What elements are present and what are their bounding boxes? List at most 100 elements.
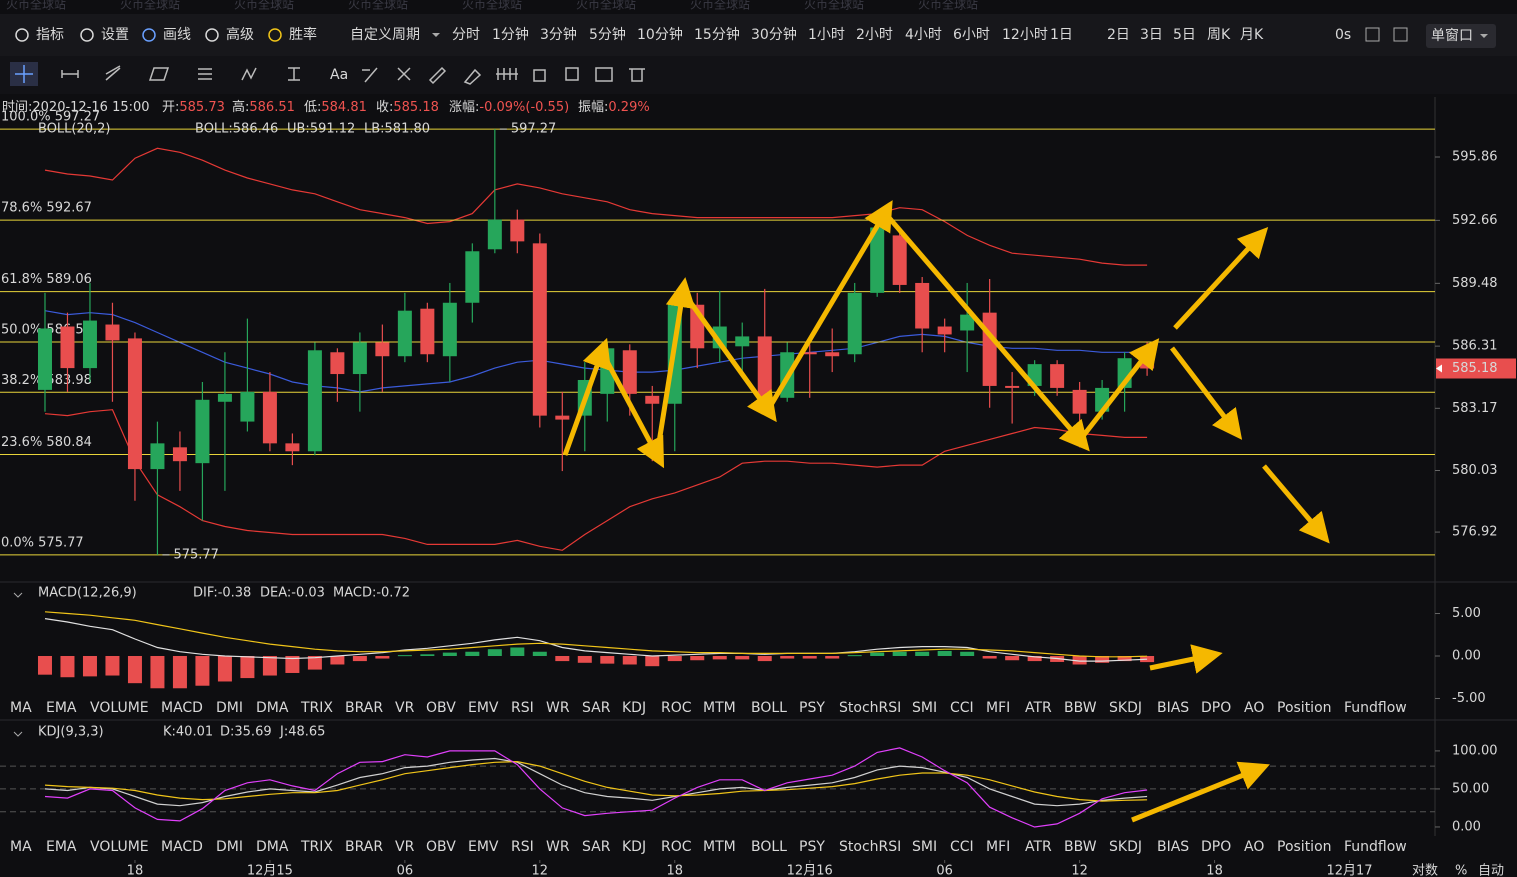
indicator-tab[interactable]: EMA	[46, 700, 77, 716]
period-button[interactable]: 月K	[1240, 27, 1264, 43]
indicator-tab[interactable]: EMV	[468, 700, 499, 716]
indicator-tab[interactable]: Fundflow	[1344, 700, 1407, 716]
toolbar-button[interactable]: 设置	[101, 27, 129, 43]
period-button[interactable]: 周K	[1207, 27, 1231, 43]
period-button[interactable]: 1日	[1050, 27, 1073, 43]
indicator-tab[interactable]: WR	[546, 839, 570, 855]
indicator-tab[interactable]: AO	[1244, 700, 1264, 716]
window-label[interactable]: 单窗口	[1431, 27, 1473, 44]
indicator-tab[interactable]: VR	[395, 839, 415, 855]
y-tick-label: 586.31	[1452, 339, 1498, 354]
indicator-tab[interactable]: MACD	[161, 700, 203, 716]
period-button[interactable]: 3分钟	[540, 26, 577, 43]
indicator-tab[interactable]: Position	[1277, 700, 1332, 716]
indicator-tab[interactable]: RSI	[511, 839, 534, 855]
indicator-tab[interactable]: DMI	[216, 839, 243, 855]
indicator-tab[interactable]: OBV	[426, 700, 456, 716]
indicator-tab[interactable]: DMA	[256, 700, 289, 716]
indicator-tab[interactable]: BRAR	[345, 839, 383, 855]
indicator-tab[interactable]: StochRSI	[839, 839, 901, 855]
period-button[interactable]: 12小时	[1002, 27, 1048, 43]
indicator-tab[interactable]: WR	[546, 700, 570, 716]
indicator-tab[interactable]: MA	[10, 700, 32, 716]
indicator-tab[interactable]: BOLL	[751, 700, 787, 716]
indicator-tab[interactable]: StochRSI	[839, 700, 901, 716]
indicator-tab[interactable]: SKDJ	[1109, 700, 1142, 716]
toolbar-button[interactable]: 胜率	[289, 26, 317, 43]
indicator-tab[interactable]: BOLL	[751, 839, 787, 855]
indicator-tab[interactable]: VR	[395, 700, 415, 716]
period-select[interactable]: 自定义周期	[350, 27, 420, 43]
indicator-tab[interactable]: ROC	[661, 839, 692, 855]
period-button[interactable]: 2小时	[856, 27, 893, 43]
indicator-tab[interactable]: BIAS	[1157, 700, 1189, 716]
indicator-tab[interactable]: ROC	[661, 700, 692, 716]
indicator-tab[interactable]: PSY	[799, 839, 825, 855]
indicator-tab[interactable]: BRAR	[345, 700, 383, 716]
indicator-tab[interactable]: SMI	[912, 700, 937, 716]
indicator-tab[interactable]: BBW	[1064, 839, 1097, 855]
indicator-tab[interactable]: MTM	[703, 839, 736, 855]
toolbar-button[interactable]: 画线	[163, 27, 191, 43]
window-button[interactable]	[1426, 24, 1496, 48]
indicator-tab[interactable]: SMI	[912, 839, 937, 855]
indicator-tab[interactable]: OBV	[426, 839, 456, 855]
period-button[interactable]: 4小时	[905, 27, 942, 43]
indicator-tab[interactable]: ATR	[1025, 700, 1052, 716]
indicator-tab[interactable]: MACD	[161, 839, 203, 855]
indicator-tab[interactable]: RSI	[511, 700, 534, 716]
candle-body	[937, 326, 952, 335]
indicator-tab[interactable]: VOLUME	[90, 700, 149, 716]
axis-option[interactable]: 自动	[1478, 864, 1504, 877]
indicator-tab[interactable]: TRIX	[300, 700, 333, 716]
indicator-tab[interactable]: Position	[1277, 839, 1332, 855]
indicator-tab[interactable]: AO	[1244, 839, 1264, 855]
indicator-tab[interactable]: VOLUME	[90, 839, 149, 855]
indicator-tab[interactable]: TRIX	[300, 839, 333, 855]
indicator-tab[interactable]: KDJ	[622, 700, 646, 716]
indicator-tab[interactable]: CCI	[950, 700, 974, 716]
indicator-tab[interactable]: DMI	[216, 700, 243, 716]
axis-option[interactable]: %	[1455, 864, 1467, 877]
indicator-tab[interactable]: BIAS	[1157, 839, 1189, 855]
period-button[interactable]: 5日	[1173, 27, 1196, 43]
indicator-tab[interactable]: MFI	[986, 700, 1010, 716]
indicator-tab[interactable]: BBW	[1064, 700, 1097, 716]
indicator-tab[interactable]: MTM	[703, 700, 736, 716]
axis-option[interactable]: 对数	[1412, 864, 1438, 877]
info-item: 低:584.81	[304, 100, 367, 115]
macd-bar	[1027, 655, 1042, 662]
indicator-tab[interactable]: SAR	[582, 839, 611, 855]
period-button[interactable]: 分时	[452, 27, 480, 43]
indicator-tab[interactable]: EMA	[46, 839, 77, 855]
indicator-tab[interactable]: CCI	[950, 839, 974, 855]
period-button[interactable]: 3日	[1140, 27, 1163, 43]
period-button[interactable]: 10分钟	[637, 26, 683, 43]
indicator-tab[interactable]: Fundflow	[1344, 839, 1407, 855]
period-button[interactable]: 2日	[1107, 27, 1130, 43]
indicator-tab[interactable]: EMV	[468, 839, 499, 855]
indicator-tab[interactable]: MA	[10, 839, 32, 855]
period-button[interactable]: 1小时	[808, 27, 845, 43]
indicator-tab[interactable]: SAR	[582, 700, 611, 716]
period-button[interactable]: 1分钟	[492, 26, 529, 43]
period-button[interactable]: 15分钟	[694, 26, 740, 43]
toolbar-button[interactable]: 高级	[226, 26, 254, 43]
toolbar-button[interactable]: 指标	[36, 27, 64, 43]
panel-icons	[13, 592, 23, 598]
text-tool[interactable]: Aa	[330, 67, 348, 83]
icon	[198, 68, 212, 80]
period-button[interactable]: 30分钟	[751, 26, 797, 43]
period-button[interactable]: 6小时	[953, 27, 990, 43]
arrow	[883, 211, 1090, 452]
period-button[interactable]: 5分钟	[589, 26, 626, 43]
indicator-tab[interactable]: ATR	[1025, 839, 1052, 855]
indicator-tab[interactable]: PSY	[799, 700, 825, 716]
indicator-tab[interactable]: DPO	[1201, 700, 1231, 716]
y-tick-label: 50.00	[1452, 781, 1489, 796]
indicator-tab[interactable]: DPO	[1201, 839, 1231, 855]
indicator-tab[interactable]: SKDJ	[1109, 839, 1142, 855]
indicator-tab[interactable]: KDJ	[622, 839, 646, 855]
indicator-tab[interactable]: DMA	[256, 839, 289, 855]
indicator-tab[interactable]: MFI	[986, 839, 1010, 855]
